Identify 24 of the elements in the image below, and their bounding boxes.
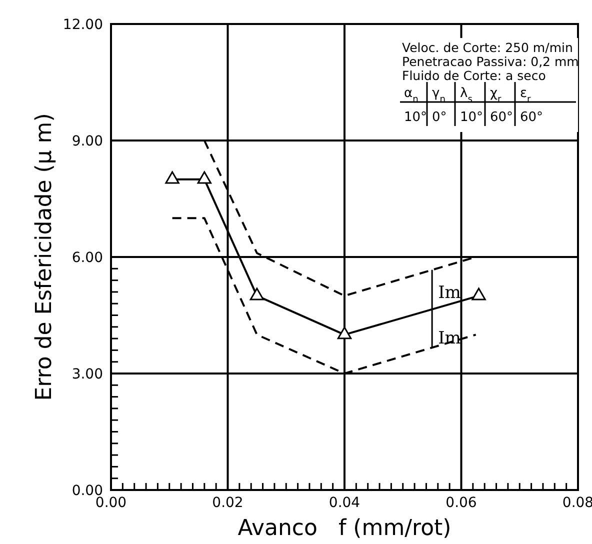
y-tick-label: 3.00: [72, 366, 103, 382]
annotation: 0°: [432, 110, 447, 125]
point: [165, 171, 180, 184]
annotation: 10°: [404, 110, 428, 125]
y-axis-title: Erro de Esfericidade (μ m): [32, 113, 57, 401]
x-tick-label: 0.06: [446, 495, 477, 511]
point: [197, 171, 212, 184]
point: [250, 288, 264, 300]
x-tick-label: 0.00: [95, 495, 127, 511]
x-axis-title: Avanco f (mm/rot): [238, 516, 452, 541]
annotation: 60°: [490, 110, 514, 125]
x-tick-label: 0.04: [328, 495, 360, 511]
annotation: Im: [438, 282, 461, 303]
annotation: Fluido de Corte: a seco: [402, 68, 546, 83]
x-tick-label: 0.02: [212, 495, 244, 511]
annotation: 10°: [460, 110, 484, 125]
annotation: Veloc. de Corte: 250 m/min: [402, 40, 573, 55]
annotation: Penetracao Passiva: 0,2 mm: [402, 54, 579, 69]
point: [337, 326, 352, 340]
point: [472, 288, 486, 300]
y-tick-label: 12.00: [62, 17, 103, 33]
y-tick-label: 9.00: [72, 134, 103, 150]
annotation: 60°: [520, 110, 544, 125]
y-tick-label: 6.00: [72, 250, 103, 266]
